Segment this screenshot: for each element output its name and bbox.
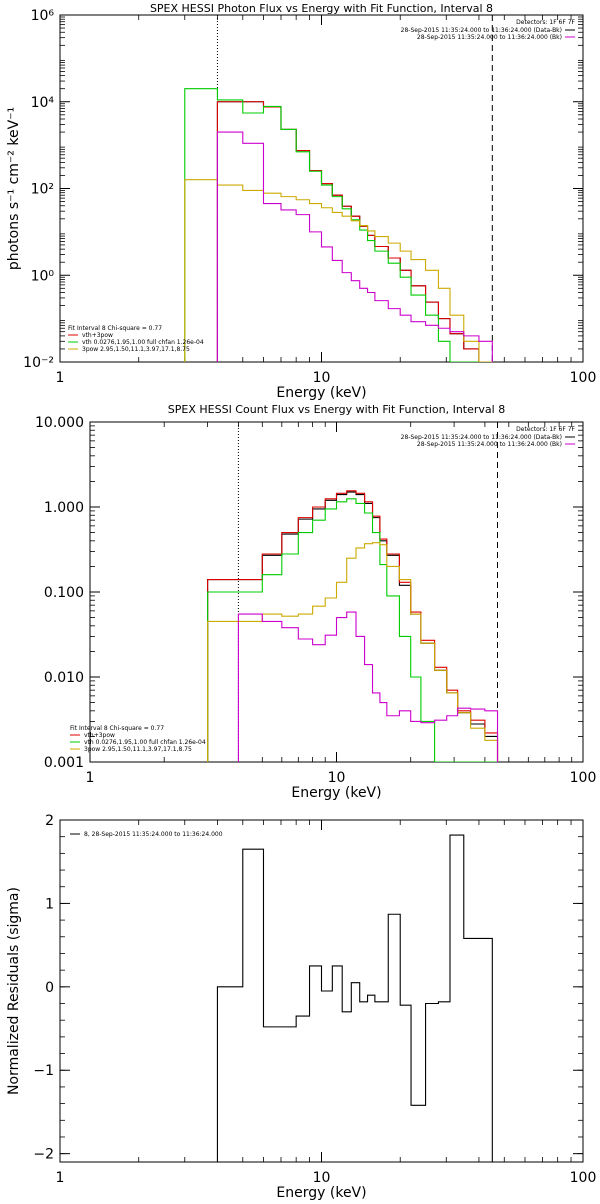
x-tick-label: 10 (313, 370, 331, 386)
legend-top-entry: 28-Sep-2015 11:35:24.000 to 11:36:24.000… (401, 27, 562, 34)
chart-title: SPEX HESSI Count Flux vs Energy with Fit… (168, 403, 505, 416)
data-series-group (216, 834, 493, 1162)
series-line-5 (216, 131, 493, 362)
y-tick-label: 0.100 (44, 585, 84, 601)
x-tick-label: 100 (570, 770, 597, 786)
legend-bottom-entry: vth+3pow (84, 732, 115, 739)
series-line-1 (216, 101, 493, 362)
legend-top-header: Detectors: 1F 6F 7F (516, 426, 575, 433)
series-line-1 (207, 491, 499, 762)
y-tick-label: 10⁰ (31, 268, 55, 284)
legend-bottom-entry: vth 0.0276,1.95,1.00 full chfan 1.26e-04 (82, 339, 204, 346)
y-tick-label: 10² (31, 182, 54, 198)
legend-bottom-entry: 3pow 2.95,1.50,11.1,3.97,17.1,8.75 (82, 346, 190, 353)
x-axis-label: Energy (keV) (276, 1185, 366, 1200)
series-line-4 (184, 179, 493, 362)
y-tick-label: 10⁶ (31, 8, 55, 24)
x-tick-label: 100 (570, 370, 597, 386)
x-axis-label: Energy (keV) (291, 785, 381, 801)
data-series-group (184, 88, 493, 362)
y-tick-label: −2 (33, 1147, 54, 1163)
y-tick-label: 10⁻² (23, 355, 54, 371)
chart-1: SPEX HESSI Photon Flux vs Energy with Fi… (6, 2, 596, 401)
y-tick-label: 0.001 (44, 755, 84, 771)
x-tick-label: 1 (86, 770, 95, 786)
y-tick-label: 10.000 (35, 415, 84, 431)
series-line-3 (184, 88, 493, 362)
series-line-4 (207, 542, 499, 762)
chart-title: SPEX HESSI Photon Flux vs Energy with Fi… (150, 2, 493, 15)
y-tick-label: −1 (33, 1063, 54, 1079)
legend-bottom-entry: vth 0.0276,1.95,1.00 full chfan 1.26e-04 (84, 739, 206, 746)
x-tick-label: 10 (328, 770, 346, 786)
y-tick-label: 1 (45, 896, 54, 912)
legend-top-entry: 28-Sep-2015 11:35:24.000 to 11:36:24.000… (401, 434, 562, 441)
x-tick-label: 1 (56, 370, 65, 386)
series-line-1 (216, 834, 493, 1162)
y-tick-label: 0 (45, 980, 54, 996)
series-line-5 (237, 611, 499, 762)
axis-frame (59, 14, 584, 363)
legend-bottom-entry: vth+3pow (82, 332, 113, 339)
y-axis-label: Normalized Residuals (sigma) (6, 887, 22, 1095)
legend-top-entry: 8, 28-Sep-2015 11:35:24.000 to 11:36:24.… (84, 831, 223, 838)
legend-top-entry: 28-Sep-2015 11:35:24.000 to 11:36:24.000… (417, 34, 562, 41)
legend-bottom-header: Fit Interval 8 Chi-square = 0.77 (70, 725, 164, 732)
series-line-2 (207, 490, 499, 762)
legend-bottom-entry: 3pow 2.95,1.50,11.1,3.97,17.1,8.75 (84, 746, 192, 753)
chart-3: 1 10 100 −2 −1 0 1 2 Energy (keV) Normalized Resi… (6, 813, 597, 1201)
legend-top-header: Detectors: 1F 6F 7F (516, 19, 575, 26)
y-axis-label: photons s⁻¹ cm⁻² keV⁻¹ (6, 107, 22, 270)
series-line-2 (216, 101, 493, 362)
x-tick-label: 100 (570, 1170, 597, 1186)
x-tick-label: 1 (56, 1170, 65, 1186)
chart-2: SPEX HESSI Count Flux vs Energy with Fit… (35, 403, 596, 801)
legend-top-entry: 28-Sep-2015 11:35:24.000 to 11:36:24.000… (417, 441, 562, 448)
data-series-group (207, 490, 499, 762)
y-tick-label: 0.010 (44, 670, 84, 686)
legend-bottom-header: Fit Interval 8 Chi-square = 0.77 (68, 325, 162, 332)
series-line-3 (207, 498, 498, 762)
x-axis-label: Energy (keV) (276, 385, 366, 401)
x-tick-label: 10 (313, 1170, 331, 1186)
y-tick-label: 1.000 (44, 500, 84, 516)
y-tick-label: 10⁴ (31, 95, 55, 111)
y-tick-label: 2 (45, 813, 54, 829)
